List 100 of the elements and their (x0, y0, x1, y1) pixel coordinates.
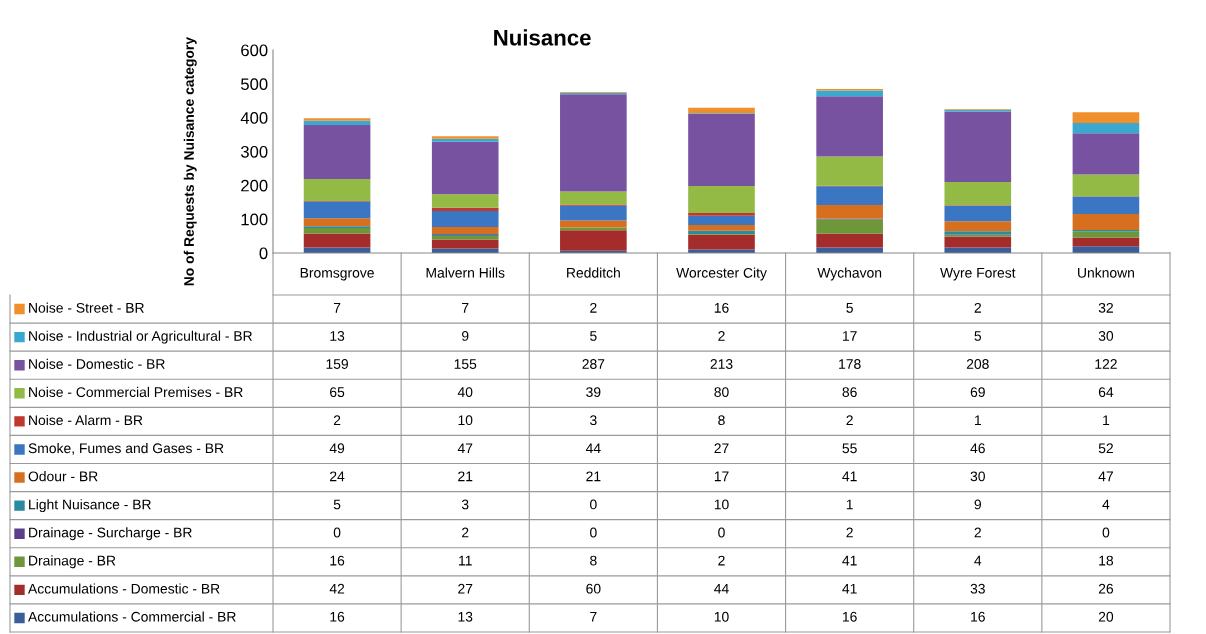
x-tick-label: Bromsgrove (300, 268, 374, 281)
data-label: 16 (330, 611, 345, 622)
data-label: 2 (718, 331, 725, 341)
y-tick-label: 100 (241, 213, 268, 226)
legend-label: Drainage - BR (29, 555, 116, 569)
data-label: 9 (974, 499, 981, 510)
data-label: 21 (458, 471, 473, 482)
legend-label: Drainage - Surcharge - BR (29, 527, 192, 541)
data-label: 122 (1095, 359, 1117, 369)
y-tick-label: 200 (241, 179, 268, 192)
data-label: 178 (839, 359, 861, 369)
data-label: 155 (454, 359, 477, 369)
data-label: 65 (330, 387, 345, 398)
legend-label: Accumulations - Commercial - BR (28, 611, 236, 622)
data-label: 42 (329, 583, 345, 594)
data-label: 0 (718, 527, 725, 538)
data-label: 64 (1098, 387, 1114, 398)
data-label: 1 (974, 415, 981, 425)
legend-label: Accumulations - Domestic - BR (28, 583, 220, 594)
x-tick-label: Unknown (1078, 267, 1134, 278)
x-tick-label: Worcester City (676, 267, 767, 281)
data-label: 0 (333, 527, 341, 538)
y-tick-label: 0 (259, 247, 268, 260)
data-label: 30 (1098, 331, 1114, 341)
legend-label: Odour - BR (28, 471, 98, 482)
data-label: 2 (974, 527, 981, 538)
data-label: 41 (842, 555, 857, 566)
y-tick-label: 400 (240, 112, 268, 124)
data-label: 16 (714, 302, 729, 313)
data-label: 7 (333, 303, 341, 313)
data-label: 60 (586, 583, 601, 594)
legend-label: Noise - Commercial Premises - BR (29, 386, 243, 398)
data-label: 39 (586, 387, 601, 398)
data-label: 0 (590, 499, 597, 510)
data-label: 44 (714, 583, 729, 594)
data-label: 4 (1102, 499, 1110, 510)
data-label: 10 (714, 611, 729, 622)
data-label: 30 (970, 471, 985, 482)
legend-label: Noise - Industrial or Agricultural - BR (29, 330, 252, 344)
data-label: 5 (846, 303, 853, 313)
data-label: 1 (846, 499, 853, 510)
data-label: 5 (590, 331, 597, 341)
chart-title: Nuisance (494, 29, 591, 46)
data-label: 2 (974, 302, 981, 313)
data-label: 41 (842, 583, 857, 594)
data-label: 80 (714, 387, 729, 398)
x-tick-label: Wyre Forest (940, 268, 1016, 281)
legend-label: Smoke, Fumes and Gases - BR (28, 442, 224, 455)
data-label: 8 (718, 415, 725, 426)
data-label: 7 (590, 611, 597, 622)
legend-label: Noise - Street - BR (29, 302, 144, 313)
data-label: 11 (459, 555, 472, 566)
data-label: 208 (966, 359, 989, 369)
y-axis-title: No of Requests by Nuisance category (183, 37, 197, 286)
data-label: 52 (1098, 443, 1113, 454)
x-tick-label: Redditch (567, 267, 620, 278)
data-label: 3 (461, 499, 469, 510)
legend-label: Noise - Alarm - BR (29, 414, 143, 426)
data-label: 0 (590, 527, 597, 538)
data-label: 5 (974, 331, 982, 341)
data-label: 44 (585, 443, 601, 454)
data-label: 47 (1098, 471, 1113, 482)
data-label: 17 (714, 471, 729, 482)
data-label: 13 (330, 331, 345, 341)
y-tick-label: 300 (240, 145, 268, 158)
data-label: 2 (718, 555, 725, 566)
data-label: 20 (1098, 611, 1114, 622)
data-label: 69 (970, 387, 985, 398)
data-label: 47 (457, 443, 473, 454)
data-label: 32 (1098, 302, 1113, 313)
data-label: 2 (846, 527, 853, 538)
data-label: 13 (458, 611, 473, 622)
legend-label: Light Nuisance - BR (29, 499, 151, 513)
y-tick-label: 500 (241, 78, 268, 91)
data-label: 27 (714, 443, 729, 454)
data-label: 21 (586, 471, 601, 482)
data-label: 3 (590, 415, 597, 426)
data-label: 0 (1102, 527, 1110, 538)
data-label: 8 (590, 555, 597, 566)
data-label: 2 (333, 415, 341, 425)
data-label: 2 (462, 527, 469, 538)
x-tick-label: Wychavon (817, 267, 882, 281)
data-label: 9 (462, 331, 469, 341)
data-label: 16 (971, 611, 985, 622)
data-label: 213 (710, 359, 733, 369)
data-label: 2 (590, 302, 597, 313)
data-label: 26 (1098, 583, 1114, 594)
data-label: 24 (330, 471, 345, 482)
data-label: 33 (970, 583, 985, 594)
data-label: 18 (1099, 555, 1114, 566)
x-tick-label: Malvern Hills (426, 267, 505, 278)
data-label: 46 (970, 443, 985, 454)
data-label: 7 (462, 303, 469, 313)
data-label: 55 (842, 443, 857, 454)
data-label: 40 (457, 387, 473, 398)
data-label: 10 (458, 415, 473, 426)
data-label: 16 (842, 611, 857, 622)
data-label: 159 (326, 359, 348, 369)
data-label: 27 (458, 583, 473, 594)
data-label: 287 (582, 359, 605, 369)
